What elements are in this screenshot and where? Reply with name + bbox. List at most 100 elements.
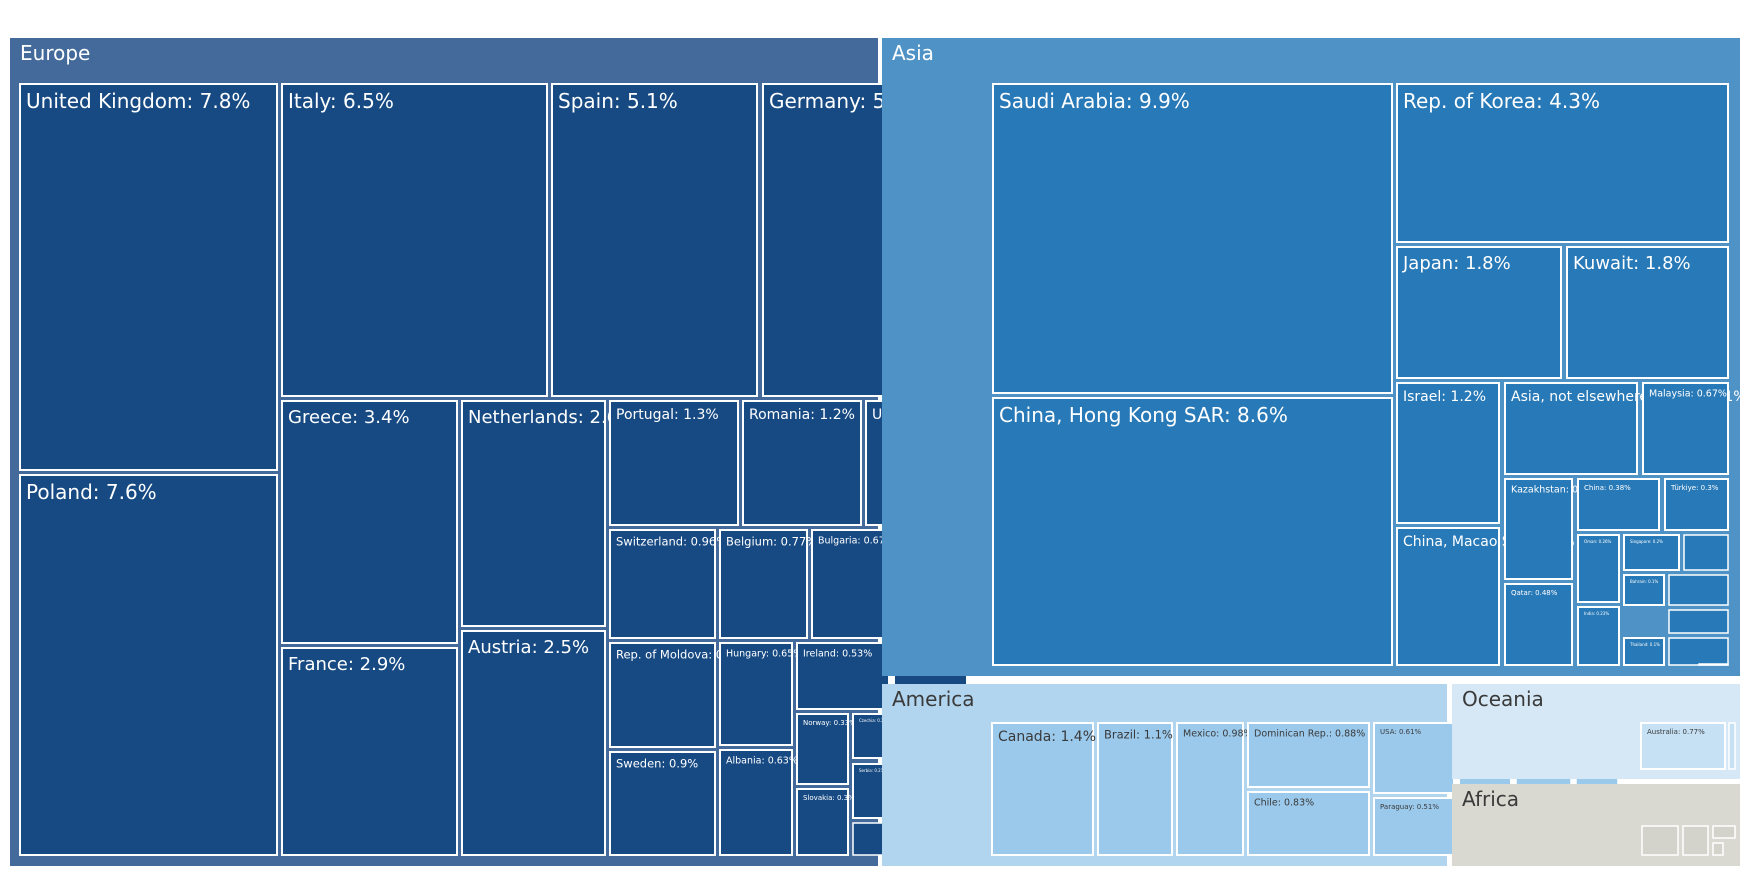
tile-kuwait: Kuwait: 1.8% xyxy=(1566,246,1729,379)
tile-rect xyxy=(1396,382,1500,524)
tile-rect xyxy=(991,722,1094,856)
tile-label: Thailand: 0.1% xyxy=(1629,642,1660,647)
tile-malaysia: Malaysia: 0.67% xyxy=(1642,382,1729,475)
tile-rect xyxy=(719,642,793,746)
tile-rect xyxy=(461,400,606,627)
tile-label: Paraguay: 0.51% xyxy=(1380,803,1439,811)
tile-thailand: Thailand: 0.1% xyxy=(1623,637,1665,666)
tile-label: Netherlands: 2.6% xyxy=(468,407,635,428)
tile-rect xyxy=(1577,534,1620,603)
region-europe-title: Europe xyxy=(20,41,90,65)
tile-label: Portugal: 1.3% xyxy=(616,407,719,423)
tile-oman: Oman: 0.26% xyxy=(1577,534,1620,603)
tile-unlabeled xyxy=(1712,825,1736,839)
region-europe: Europe United Kingdom: 7.8% Poland: 7.6% It… xyxy=(10,38,979,866)
region-asia: Asia Saudi Arabia: 9.9% China, Hong Kong S… xyxy=(882,38,1747,676)
tile-label: Greece: 3.4% xyxy=(288,407,410,428)
tile-rect xyxy=(609,400,739,526)
tile-label: Sweden: 0.9% xyxy=(616,757,698,771)
tile-rect xyxy=(609,751,716,856)
tile-unlabeled xyxy=(1712,842,1724,856)
tile-rect xyxy=(551,83,758,397)
tile-unlabeled xyxy=(1668,574,1729,606)
tile-netherlands: Netherlands: 2.6% xyxy=(461,400,635,627)
tile-hungary: Hungary: 0.65% xyxy=(719,642,802,746)
tile-rep-of-korea: Rep. of Korea: 4.3% xyxy=(1396,83,1729,243)
tile-unlabeled xyxy=(1683,534,1729,571)
tile-rect xyxy=(1396,527,1500,666)
tile-rect xyxy=(742,400,862,526)
tile-france: France: 2.9% xyxy=(281,647,458,856)
tile-ireland: Ireland: 0.53% xyxy=(796,642,890,710)
tile-sweden: Sweden: 0.9% xyxy=(609,751,716,856)
tile-austria: Austria: 2.5% xyxy=(461,630,606,856)
tile-label: India: 0.23% xyxy=(1584,611,1609,616)
tile-label: Oman: 0.26% xyxy=(1584,539,1612,544)
tile-label: Kuwait: 1.8% xyxy=(1573,253,1691,274)
tile-rect xyxy=(461,630,606,856)
tile-rep-of-moldova: Rep. of Moldova: 0.9% xyxy=(609,642,745,748)
tile-rect xyxy=(1623,534,1680,571)
tile-bahrain: Bahrain: 0.1% xyxy=(1623,574,1665,606)
tile-rect xyxy=(1504,382,1638,475)
tile-unlabeled xyxy=(1728,722,1736,770)
tile-chile: Chile: 0.83% xyxy=(1247,791,1370,856)
tile-turkiye: Türkiye: 0.3% xyxy=(1664,478,1729,531)
tile-label: Kazakhstan: 0.59% xyxy=(1511,485,1602,496)
tile-poland: Poland: 7.6% xyxy=(19,474,278,856)
tile-rect xyxy=(281,647,458,856)
tile-label: USA: 0.61% xyxy=(1380,728,1422,736)
tile-unlabeled xyxy=(1641,825,1679,856)
tile-label: Switzerland: 0.96% xyxy=(616,535,727,549)
tile-rect xyxy=(1577,606,1620,666)
tile-label: Chile: 0.83% xyxy=(1254,798,1314,809)
region-america-title: America xyxy=(892,687,975,711)
tile-label: Rep. of Korea: 4.3% xyxy=(1403,89,1600,113)
tile-unlabeled xyxy=(1698,663,1729,666)
tile-china: China: 0.38% xyxy=(1577,478,1660,531)
tile-label: Norway: 0.33% xyxy=(803,719,856,727)
tile-rect xyxy=(719,529,808,639)
tile-rect xyxy=(1396,83,1729,243)
tile-label: Spain: 5.1% xyxy=(558,89,678,113)
tile-label: China, Hong Kong SAR: 8.6% xyxy=(999,403,1288,427)
tile-rect xyxy=(1176,722,1244,856)
tile-rect xyxy=(1373,722,1455,794)
tile-rect xyxy=(1623,637,1665,666)
tile-rect xyxy=(1396,246,1562,379)
tile-label: China: 0.38% xyxy=(1584,484,1631,492)
tile-slovakia: Slovakia: 0.3% xyxy=(796,788,855,856)
tile-label: Malaysia: 0.67% xyxy=(1649,389,1727,400)
tile-rect xyxy=(19,474,278,856)
tile-label: Serbia: 0.21% xyxy=(859,768,887,773)
tile-saudi-arabia: Saudi Arabia: 9.9% xyxy=(992,83,1393,394)
tile-label: Brazil: 1.1% xyxy=(1104,728,1173,742)
tile-rect xyxy=(719,749,793,856)
tile-usa: USA: 0.61% xyxy=(1373,722,1455,794)
tile-rect xyxy=(796,788,849,856)
tile-singapore: Singapore: 0.2% xyxy=(1623,534,1680,571)
tile-brazil: Brazil: 1.1% xyxy=(1097,722,1173,856)
tile-label: Belgium: 0.77% xyxy=(726,535,817,549)
tile-albania: Albania: 0.63% xyxy=(719,749,798,856)
tile-israel: Israel: 1.2% xyxy=(1396,382,1500,524)
tile-belgium: Belgium: 0.77% xyxy=(719,529,817,639)
tile-rect xyxy=(1640,722,1726,770)
tile-unlabeled xyxy=(1682,825,1709,856)
tile-japan: Japan: 1.8% xyxy=(1396,246,1562,379)
tile-label: Israel: 1.2% xyxy=(1403,389,1486,405)
tile-label: Mexico: 0.98% xyxy=(1183,729,1253,740)
tile-greece: Greece: 3.4% xyxy=(281,400,458,644)
tile-rect xyxy=(992,83,1393,394)
tile-label: France: 2.9% xyxy=(288,654,405,675)
tile-qatar: Qatar: 0.48% xyxy=(1504,583,1573,666)
tile-paraguay: Paraguay: 0.51% xyxy=(1373,797,1455,856)
tile-unlabeled xyxy=(1668,609,1729,634)
region-oceania: Oceania Australia: 0.77% xyxy=(1452,684,1740,779)
tile-label: United Kingdom: 7.8% xyxy=(26,89,250,113)
tile-india: India: 0.23% xyxy=(1577,606,1620,666)
tile-bulgaria: Bulgaria: 0.67% xyxy=(811,529,894,639)
tile-rect xyxy=(1504,478,1573,580)
tile-rect xyxy=(609,642,716,748)
